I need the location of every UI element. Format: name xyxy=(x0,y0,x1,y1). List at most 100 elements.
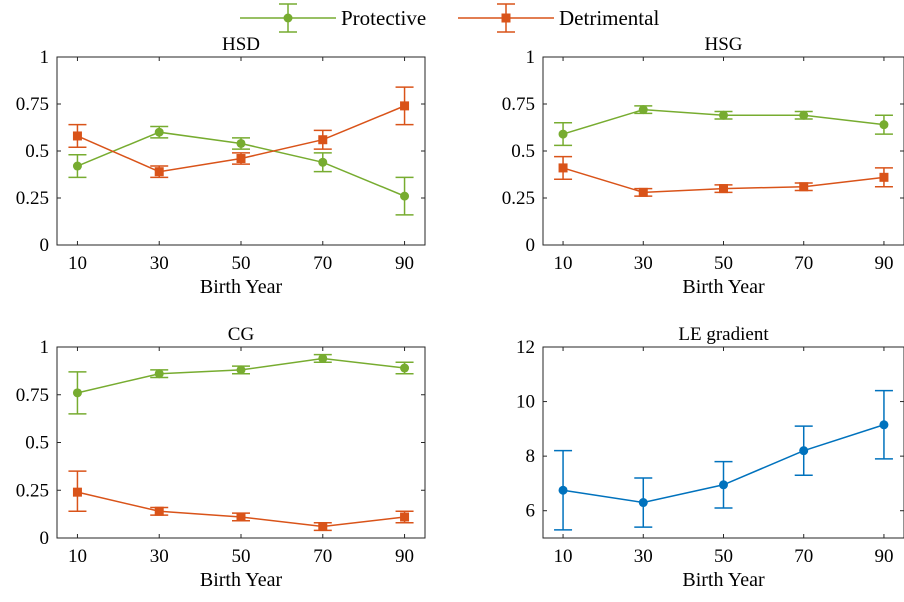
y-tick-label: 0.5 xyxy=(511,141,535,162)
y-tick-label: 8 xyxy=(526,446,536,467)
y-tick-label: 0.75 xyxy=(502,94,535,115)
y-tick-label: 0.75 xyxy=(16,94,49,115)
series-detrimental xyxy=(68,470,414,532)
data-point xyxy=(72,487,82,497)
data-point xyxy=(719,480,728,490)
y-tick-label: 0 xyxy=(526,235,536,256)
chart-title: HSG xyxy=(704,34,742,55)
data-point xyxy=(318,157,328,167)
legend-label-detrimental: Detrimental xyxy=(559,6,659,30)
data-point xyxy=(236,512,246,522)
legend-marker-protective xyxy=(283,13,293,23)
data-point xyxy=(236,365,246,375)
data-point xyxy=(400,363,410,373)
x-tick-label: 50 xyxy=(232,253,251,274)
series-protective xyxy=(68,125,414,216)
x-tick-label: 10 xyxy=(554,253,573,274)
y-tick-label: 0 xyxy=(40,528,50,549)
x-tick-label: 50 xyxy=(714,253,733,274)
axes-frame xyxy=(542,56,904,246)
x-tick-label: 90 xyxy=(395,253,414,274)
data-point xyxy=(72,161,82,171)
data-point xyxy=(638,187,648,197)
data-point xyxy=(154,127,164,137)
series-protective xyxy=(554,105,893,147)
chart-cg: CG 10 30 50 70 90 0 0.25 0.5 0.75 1 Birth Year xyxy=(16,324,426,591)
series-detrimental xyxy=(554,155,893,197)
data-point xyxy=(879,420,889,430)
y-tick-label: 6 xyxy=(526,501,536,522)
chart-title: HSD xyxy=(222,34,260,55)
y-tick-label: 0 xyxy=(40,235,50,256)
chart-hsg: HSG 10 30 50 70 90 0 0.25 0.5 0.75 1 Birth Year xyxy=(502,34,904,298)
legend-label-protective: Protective xyxy=(341,6,426,30)
x-tick-label: 30 xyxy=(634,253,653,274)
chart-title: LE gradient xyxy=(678,324,769,345)
x-tick-label: 10 xyxy=(554,546,573,567)
x-axis-label: Birth Year xyxy=(682,569,765,591)
axes-frame xyxy=(56,346,426,539)
legend-entry-detrimental: Detrimental xyxy=(458,3,659,33)
x-tick-label: 90 xyxy=(874,253,893,274)
data-point xyxy=(719,184,728,194)
data-point xyxy=(638,105,648,115)
data-point xyxy=(318,135,328,145)
data-point xyxy=(236,154,246,164)
x-tick-label: 70 xyxy=(794,546,813,567)
data-point xyxy=(558,129,568,139)
x-tick-label: 10 xyxy=(68,546,87,567)
data-point xyxy=(400,191,410,201)
chart-hsd: HSD 10 30 50 70 90 0 0.25 0.5 0.75 1 Birth Year xyxy=(16,34,426,298)
data-point xyxy=(400,512,410,522)
chart-le-gradient: LE gradient 10 30 50 70 90 6 8 10 12 Birth Year xyxy=(516,324,904,591)
y-tick-label: 12 xyxy=(516,337,535,358)
x-tick-label: 30 xyxy=(634,546,653,567)
data-point xyxy=(72,131,82,141)
data-point xyxy=(72,388,82,398)
x-tick-label: 70 xyxy=(313,546,332,567)
data-point xyxy=(799,446,809,456)
data-point xyxy=(879,172,889,182)
y-tick-label: 1 xyxy=(40,337,50,358)
x-tick-label: 70 xyxy=(313,253,332,274)
data-point xyxy=(318,353,328,363)
data-point xyxy=(318,522,328,532)
data-point xyxy=(879,120,889,130)
x-tick-label: 90 xyxy=(395,546,414,567)
y-tick-label: 0.5 xyxy=(25,433,49,454)
legend: Protective Detrimental xyxy=(240,3,659,33)
y-tick-label: 1 xyxy=(526,47,536,68)
x-tick-label: 10 xyxy=(68,253,87,274)
legend-entry-protective: Protective xyxy=(240,3,426,33)
x-axis-label: Birth Year xyxy=(682,276,765,298)
x-tick-label: 90 xyxy=(874,546,893,567)
data-point xyxy=(799,110,809,120)
axes-frame xyxy=(542,346,904,539)
y-tick-label: 10 xyxy=(516,392,535,413)
x-axis-label: Birth Year xyxy=(200,276,283,298)
data-point xyxy=(400,101,410,111)
y-tick-label: 0.25 xyxy=(16,188,49,209)
series-protective xyxy=(68,353,414,415)
data-point xyxy=(638,498,648,508)
x-tick-label: 50 xyxy=(714,546,733,567)
x-axis-label: Birth Year xyxy=(200,569,283,591)
data-point xyxy=(236,138,246,148)
data-point xyxy=(154,506,164,516)
legend-marker-detrimental xyxy=(501,13,511,23)
y-tick-label: 1 xyxy=(40,47,50,68)
x-tick-label: 30 xyxy=(150,546,169,567)
series-line xyxy=(554,389,893,531)
x-tick-label: 50 xyxy=(232,546,251,567)
y-tick-label: 0.75 xyxy=(16,385,49,406)
data-point xyxy=(558,485,568,495)
data-point xyxy=(799,182,809,192)
y-tick-label: 0.25 xyxy=(502,188,535,209)
series-detrimental xyxy=(68,86,414,179)
data-point xyxy=(154,167,164,177)
series-line xyxy=(77,357,405,394)
y-tick-label: 0.25 xyxy=(16,480,49,501)
data-point xyxy=(558,163,568,173)
x-tick-label: 70 xyxy=(794,253,813,274)
